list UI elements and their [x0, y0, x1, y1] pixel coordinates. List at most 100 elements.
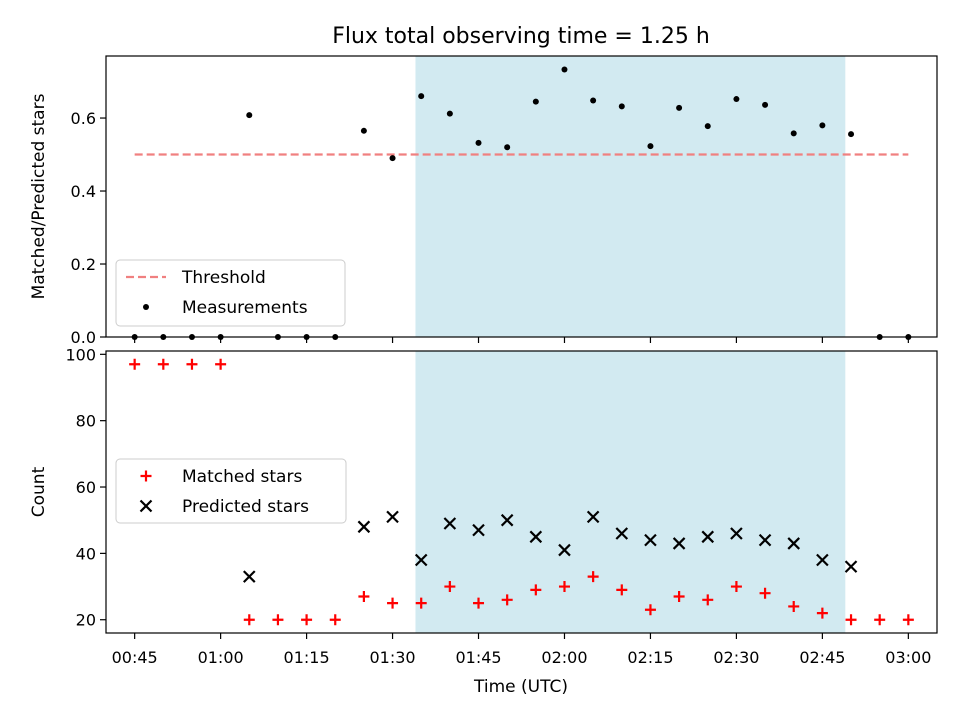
predicted-stars-point: [701, 530, 715, 544]
measurement-point: [733, 96, 740, 103]
measurement-point: [246, 112, 253, 119]
measurement-point: [504, 144, 511, 151]
predicted-stars-point: [242, 570, 256, 583]
predicted-stars-point: [844, 560, 858, 573]
matched-stars-point: [358, 591, 370, 603]
matched-stars-point: [530, 584, 542, 596]
predicted-stars-point: [500, 513, 514, 527]
predicted-stars-point: [357, 520, 371, 534]
measurement-point: [676, 104, 683, 111]
predicted-stars-point: [472, 523, 485, 537]
y-tick-label: 100: [65, 345, 96, 364]
matched-stars-point: [272, 614, 284, 626]
y-axis-label: Matched/Predicted stars: [29, 93, 49, 299]
matched-stars-point: [702, 594, 714, 606]
matched-stars-point: [215, 358, 227, 370]
predicted-stars-point: [443, 517, 457, 530]
predicted-stars-point: [758, 533, 772, 547]
plot-frame: [105, 55, 938, 338]
x-tick-label: 01:15: [284, 648, 330, 667]
matched-stars-point: [501, 594, 513, 606]
count-panel: 20 40 60 80 100 00:45 01:00 01:15 01:30 01:45 02:0…: [29, 345, 938, 667]
matched-stars-point: [759, 587, 771, 599]
legend-label: Measurements: [182, 298, 308, 318]
matched-stars-point: [816, 607, 828, 619]
legend-predicted-swatch: [139, 499, 153, 513]
predicted-stars-point: [730, 527, 743, 540]
measurement-point: [561, 66, 568, 73]
legend-label: Predicted stars: [182, 497, 309, 517]
x-tick-label: 02:15: [627, 648, 673, 667]
matched-stars-point: [157, 358, 169, 370]
y-tick-label: 0.6: [71, 109, 96, 128]
y-tick-label: 40: [76, 544, 96, 563]
matched-stars-point: [845, 614, 857, 626]
x-tick-label: 02:00: [541, 648, 587, 667]
ratio-panel: 0.0 0.2 0.4 0.6 Matched/Predicted stars Thres…: [29, 55, 938, 347]
y-tick-label: 0.2: [71, 255, 96, 274]
x-tick-label: 02:30: [713, 648, 759, 667]
x-tick-label: 01:45: [455, 648, 501, 667]
matched-stars-point: [387, 597, 399, 609]
x-tick-label: 01:30: [369, 648, 415, 667]
predicted-stars-point: [644, 533, 657, 547]
matched-stars-point: [788, 600, 800, 612]
matched-stars-point: [329, 614, 341, 626]
predicted-stars-point: [672, 537, 686, 550]
legend-matched-swatch: [140, 470, 152, 482]
measurement-point: [590, 97, 597, 104]
predicted-stars-point: [816, 553, 829, 567]
x-tick-label: 01:00: [198, 648, 244, 667]
y-tick-label: 20: [76, 611, 96, 630]
predicted-stars-point: [386, 510, 399, 524]
measurement-point: [360, 127, 367, 134]
measurement-point: [790, 130, 797, 137]
matched-stars-point: [301, 614, 313, 626]
measurement-point: [475, 139, 482, 146]
matched-stars-point: [186, 358, 198, 370]
y-tick-label: 0.0: [71, 328, 96, 347]
legend: Matched stars Predicted stars: [115, 458, 347, 524]
x-tick-label: 02:45: [799, 648, 845, 667]
measurement-point: [819, 122, 826, 129]
matched-stars-point: [444, 581, 456, 593]
legend-box: [115, 259, 346, 327]
legend-box: [115, 458, 347, 524]
legend-measurements-swatch: [143, 304, 149, 310]
matched-stars-point: [558, 581, 570, 593]
chart-title: Flux total observing time = 1.25 h: [332, 24, 710, 49]
measurement-point: [618, 103, 625, 110]
x-tick-label: 00:45: [112, 648, 158, 667]
x-axis-label: Time (UTC): [473, 677, 568, 697]
y-tick-label: 80: [76, 412, 96, 431]
matched-stars-point: [587, 571, 599, 583]
predicted-stars-point: [414, 553, 428, 567]
measurement-point: [762, 101, 769, 108]
plot-frame: [105, 350, 938, 634]
x-tick-label: 03:00: [885, 648, 931, 667]
matched-stars-point: [673, 591, 685, 603]
predicted-stars-point: [558, 543, 571, 557]
matched-stars-point: [730, 581, 742, 593]
matched-stars-point: [415, 597, 427, 609]
y-tick-label: 60: [76, 478, 96, 497]
measurement-point: [647, 143, 654, 150]
matched-stars-point: [644, 604, 656, 616]
measurement-point: [848, 131, 855, 138]
measurement-point: [389, 155, 396, 162]
matched-stars-point: [616, 584, 628, 596]
observing-window-shade: [415, 56, 846, 337]
measurement-point: [704, 123, 711, 130]
predicted-stars-point: [615, 527, 629, 540]
predicted-stars-point: [529, 530, 543, 544]
predicted-stars-point: [586, 510, 600, 524]
legend-label: Matched stars: [182, 467, 302, 487]
matched-stars-point: [243, 614, 255, 626]
matched-stars-point: [874, 614, 886, 626]
measurement-point: [418, 93, 425, 100]
legend-label: Threshold: [181, 268, 266, 288]
matched-stars-point: [902, 614, 914, 626]
measurement-point: [532, 98, 539, 105]
y-tick-label: 0.4: [71, 182, 96, 201]
